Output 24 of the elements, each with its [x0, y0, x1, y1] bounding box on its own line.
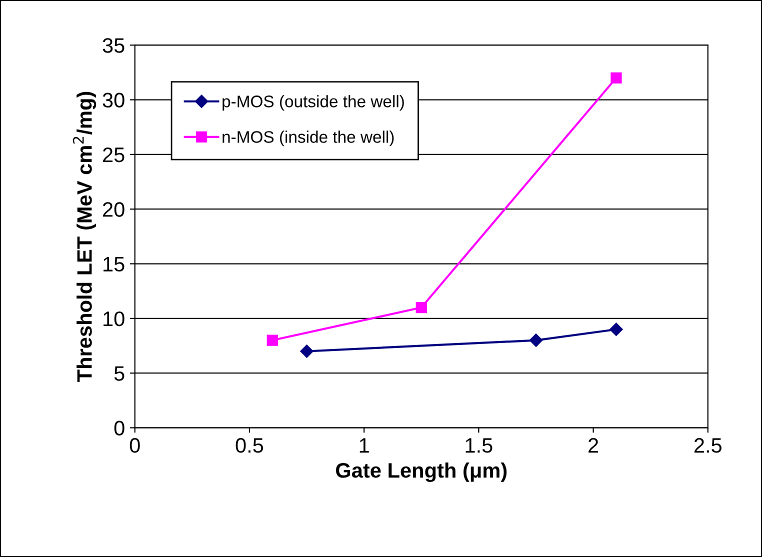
y-tick-label: 5 [114, 366, 124, 381]
x-tick-label: 0 [130, 438, 140, 453]
legend-label: p-MOS (outside the well) [222, 95, 404, 111]
y-tick-label: 25 [103, 147, 124, 162]
legend-label: n-MOS (inside the well) [222, 130, 394, 146]
x-tick-label: 1 [360, 438, 369, 453]
point [416, 302, 427, 314]
point [266, 334, 278, 346]
point [610, 72, 622, 84]
x-axis-title: Gate Length (μm) [336, 462, 507, 482]
x-tick-label: 0.5 [236, 438, 264, 453]
y-tick-label: 20 [103, 202, 124, 217]
y-axis-title: Threshold LET (MeV cm$^{2}$/mg) [72, 92, 96, 382]
x-tick-label: 1.5 [466, 438, 492, 453]
y-tick-label: 15 [104, 256, 124, 272]
point [610, 322, 623, 336]
point [300, 344, 314, 358]
x-tick-label: 2 [588, 438, 598, 453]
y-tick-label: 30 [102, 92, 124, 108]
y-tick-label: 35 [102, 38, 124, 53]
y-tick-label: 10 [104, 311, 124, 326]
y-tick-label: 0 [114, 420, 124, 436]
point [529, 334, 543, 347]
x-tick-label: 2.5 [694, 438, 722, 453]
